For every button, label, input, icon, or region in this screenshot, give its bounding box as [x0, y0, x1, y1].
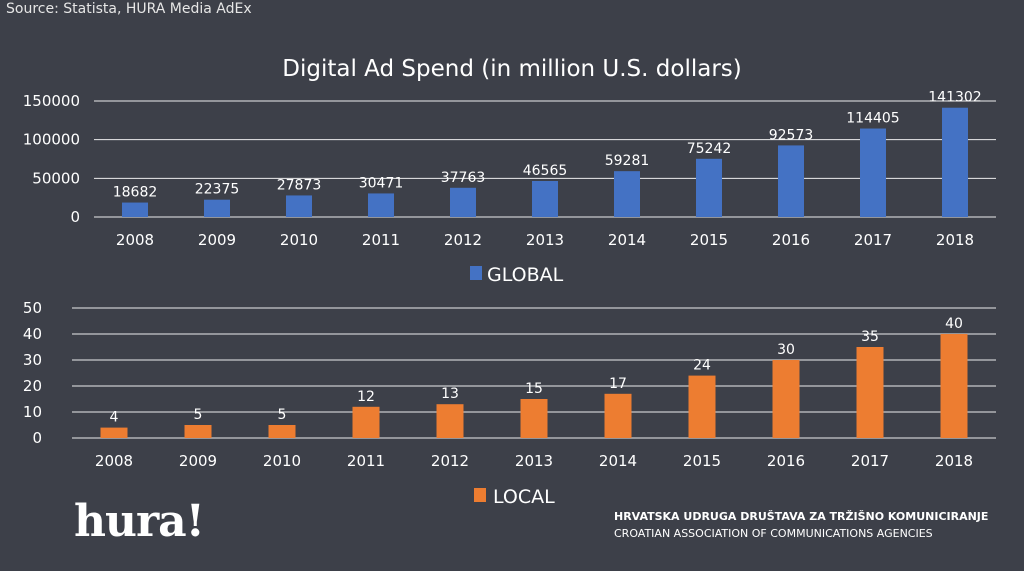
x-tick-label: 2011 — [362, 231, 400, 249]
x-tick-label: 2008 — [116, 231, 154, 249]
x-tick-label: 2010 — [263, 452, 301, 470]
bar-global-2016 — [778, 145, 804, 217]
bar-local-2017 — [856, 347, 884, 438]
y-tick-label: 30 — [23, 351, 42, 369]
x-tick-label: 2016 — [767, 452, 805, 470]
y-tick-label: 150000 — [23, 92, 80, 110]
y-tick-label: 0 — [70, 208, 80, 226]
data-label: 114405 — [846, 111, 899, 127]
bar-local-2008 — [100, 427, 128, 438]
data-label: 18682 — [113, 185, 158, 201]
bar-local-2012 — [436, 404, 464, 438]
y-tick-label: 50 — [23, 299, 42, 317]
data-label: 37763 — [441, 170, 486, 186]
data-label: 30 — [777, 342, 795, 358]
x-tick-label: 2011 — [347, 452, 385, 470]
x-tick-label: 2017 — [854, 231, 892, 249]
x-tick-label: 2012 — [444, 231, 482, 249]
bar-local-2014 — [604, 393, 632, 438]
data-label: 35 — [861, 329, 879, 345]
legend-swatch — [474, 488, 486, 502]
x-tick-label: 2009 — [198, 231, 236, 249]
hura-logo: hura! — [74, 496, 205, 547]
bar-local-2016 — [772, 360, 800, 438]
bar-local-2015 — [688, 375, 716, 438]
source-note: Source: Statista, HURA Media AdEx — [6, 1, 252, 17]
x-tick-label: 2014 — [608, 231, 646, 249]
org-name-croatian: HRVATSKA UDRUGA DRUŠTAVA ZA TRŽIŠNO KOMU… — [614, 510, 989, 523]
global-chart: 0 50000 100000 150000 18682 2008 22375 2009 2787… — [23, 90, 996, 286]
data-label: 92573 — [769, 127, 814, 143]
bar-local-2013 — [520, 399, 548, 438]
x-tick-label: 2013 — [515, 452, 553, 470]
y-tick-label: 40 — [23, 325, 42, 343]
bar-global-2010 — [286, 195, 312, 217]
bar-global-2015 — [696, 158, 722, 217]
x-tick-label: 2017 — [851, 452, 889, 470]
x-tick-label: 2013 — [526, 231, 564, 249]
legend-swatch — [470, 266, 482, 280]
y-tick-label: 10 — [23, 403, 42, 421]
data-label: 27873 — [277, 177, 322, 193]
x-tick-label: 2015 — [683, 452, 721, 470]
x-tick-label: 2016 — [772, 231, 810, 249]
bar-global-2011 — [368, 193, 394, 217]
x-tick-label: 2015 — [690, 231, 728, 249]
data-label: 15 — [525, 381, 543, 397]
data-label: 13 — [441, 386, 459, 402]
data-label: 30471 — [359, 175, 404, 191]
bar-global-2009 — [204, 199, 230, 217]
bar-global-2013 — [532, 180, 558, 217]
data-label: 5 — [194, 407, 203, 423]
data-label: 24 — [693, 358, 711, 374]
data-label: 59281 — [605, 153, 650, 169]
data-label: 46565 — [523, 163, 568, 179]
bar-global-2018 — [942, 107, 968, 217]
data-label: 12 — [357, 389, 375, 405]
data-label: 75242 — [687, 141, 732, 157]
data-label: 4 — [110, 410, 119, 426]
bar-global-2008 — [122, 202, 148, 217]
bar-global-2014 — [614, 171, 640, 217]
data-label: 17 — [609, 376, 627, 392]
y-tick-label: 50000 — [32, 169, 80, 187]
bar-local-2010 — [268, 425, 296, 438]
y-tick-label: 0 — [32, 429, 42, 447]
data-label: 5 — [278, 407, 287, 423]
x-tick-label: 2018 — [935, 452, 973, 470]
data-label: 141302 — [928, 90, 981, 106]
chart-title: Digital Ad Spend (in million U.S. dollar… — [282, 56, 741, 82]
bar-global-2017 — [860, 128, 886, 217]
x-tick-label: 2008 — [95, 452, 133, 470]
org-name-english: CROATIAN ASSOCIATION OF COMMUNICATIONS A… — [614, 527, 933, 540]
local-chart: 0 10 20 30 40 50 4 2008 5 2009 5 2010 12 2011 13 2012 15… — [23, 299, 996, 508]
y-tick-label: 100000 — [23, 131, 80, 149]
legend-label: LOCAL — [493, 486, 555, 508]
bar-global-2012 — [450, 187, 476, 217]
data-label: 40 — [945, 316, 963, 332]
y-tick-label: 20 — [23, 377, 42, 395]
data-label: 22375 — [195, 182, 240, 198]
bar-local-2011 — [352, 406, 380, 438]
x-tick-label: 2014 — [599, 452, 637, 470]
x-tick-label: 2009 — [179, 452, 217, 470]
x-tick-label: 2010 — [280, 231, 318, 249]
x-tick-label: 2018 — [936, 231, 974, 249]
legend-label: GLOBAL — [487, 264, 564, 286]
x-tick-label: 2012 — [431, 452, 469, 470]
bar-local-2009 — [184, 425, 212, 438]
bar-local-2018 — [940, 334, 968, 438]
